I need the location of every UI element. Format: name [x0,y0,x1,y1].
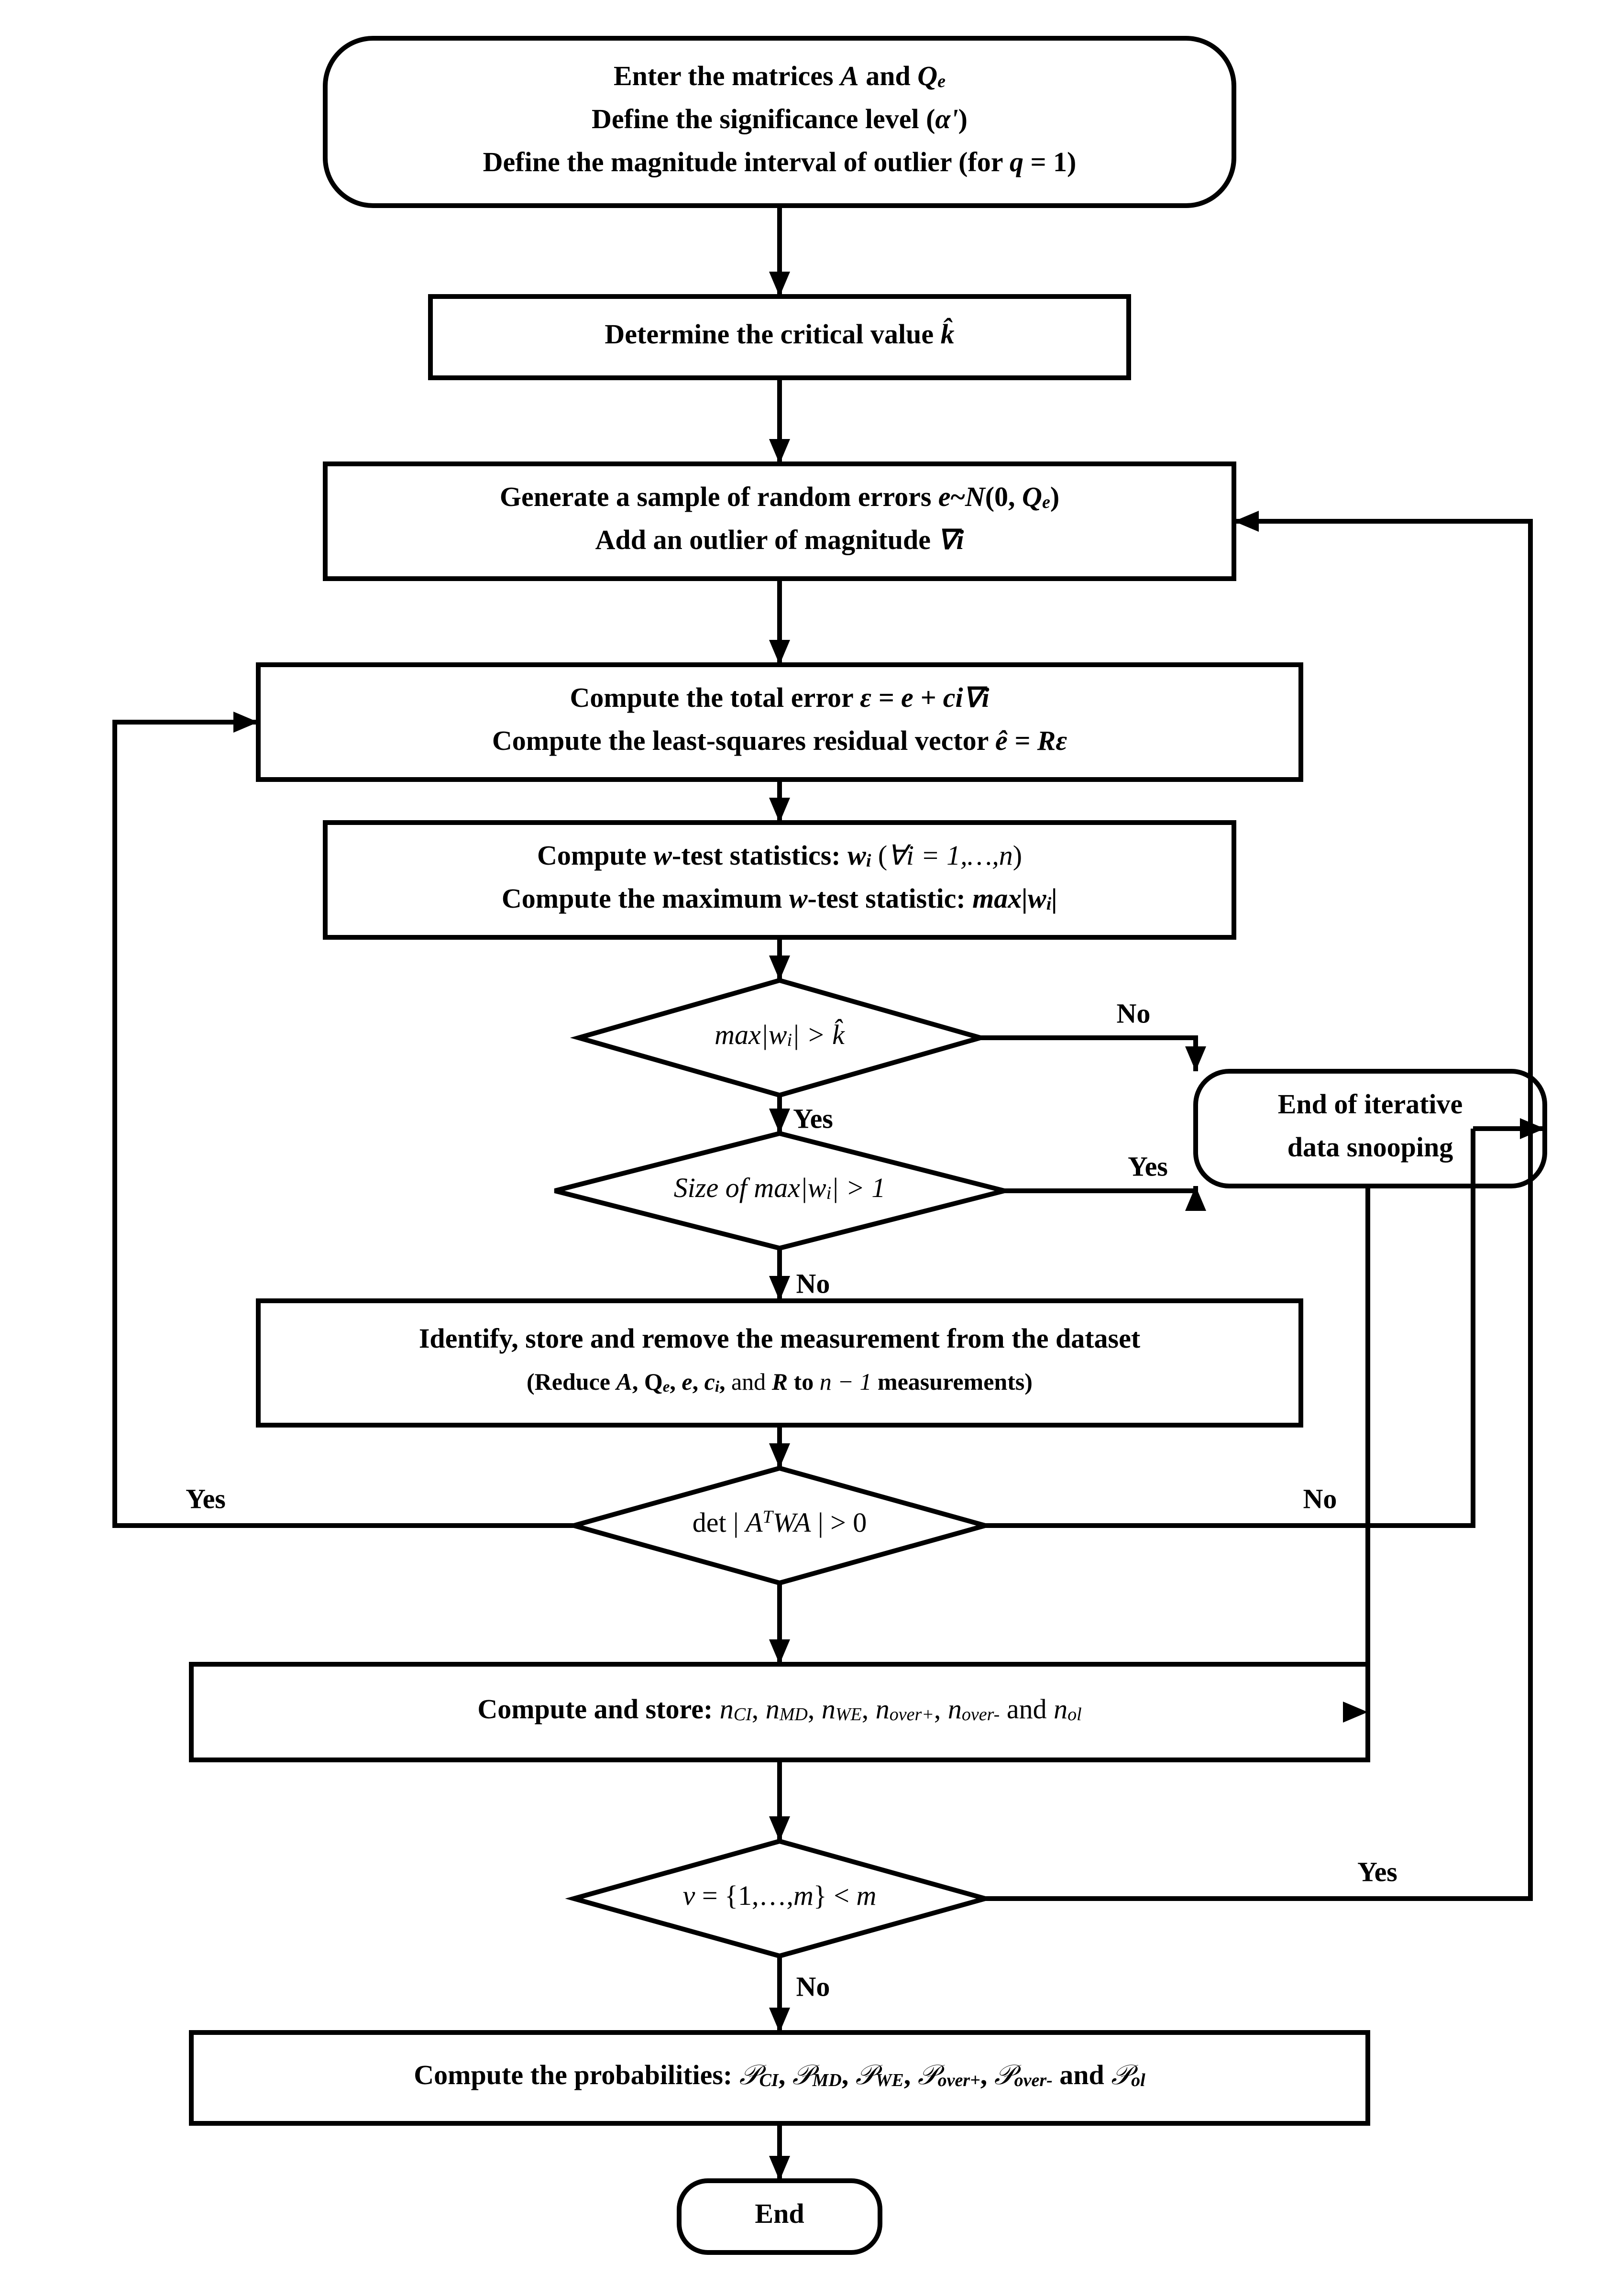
node-d_v: v = {1,…,m} < m [574,1841,985,1956]
node-wtest: Compute w-test statistics: wi (∀i = 1,…,… [325,823,1234,937]
node-d_size-line0: Size of max|wi| > 1 [674,1172,885,1203]
node-totalerr-line0: Compute the total error ε = e + ci∇i [570,682,989,713]
node-wtest-line0: Compute w-test statistics: wi (∀i = 1,…,… [537,840,1022,871]
node-compute_p: Compute the probabilities: 𝒫CI, 𝒫MD, 𝒫WE… [191,2032,1368,2123]
node-sample: Generate a sample of random errors e~N(0… [325,464,1234,579]
node-d_size: Size of max|wi| > 1 [555,1133,1004,1248]
node-wtest-line1: Compute the maximum w-test statistic: ma… [502,883,1057,914]
node-d_maxwk-line0: max|wi| > k̂ [715,1019,845,1050]
arrow-13 [1004,1186,1196,1191]
node-start-line2: Define the magnitude interval of outlier… [483,146,1077,177]
arrow-label-13: Yes [1128,1151,1168,1182]
node-end-line0: End [755,2198,804,2229]
node-critical-line0: Determine the critical value k̂ [605,319,954,350]
flowchart-svg: Enter the matrices A and Qe Define the si… [0,0,1606,2296]
node-end: End [679,2181,880,2252]
node-d_maxwk: max|wi| > k̂ [579,980,980,1095]
node-start-line1: Define the significance level (α') [592,103,968,134]
node-d_det-line0: det | ATWA | > 0 [693,1507,867,1538]
node-critical: Determine the critical value k̂ [430,297,1129,378]
node-totalerr-line1: Compute the least-squares residual vecto… [492,725,1067,756]
node-endsnoop-line0: End of iterative [1278,1088,1463,1120]
node-d_det: det | ATWA | > 0 [574,1468,985,1583]
arrow-label-15: Yes [186,1483,226,1514]
node-sample-line1: Add an outlier of magnitude ∇i [595,524,964,555]
arrow-label-18: Yes [1357,1856,1397,1887]
node-start-line0: Enter the matrices A and Qe [614,60,946,91]
arrow-label-12: No [1117,998,1151,1029]
arrow-label-6: No [796,1268,830,1299]
node-identify-line1: (Reduce A, Qe, e, ci, and R to n − 1 mea… [527,1368,1033,1395]
node-start: Enter the matrices A and Qe Define the si… [325,38,1234,206]
node-sample-line0: Generate a sample of random errors e~N(0… [500,481,1059,512]
node-identify: Identify, store and remove the measureme… [258,1301,1301,1425]
arrow-12 [980,1038,1196,1071]
node-totalerr: Compute the total error ε = e + ci∇i Comp… [258,665,1301,780]
node-compute_n: Compute and store: nCI, nMD, nWE, nover+… [191,1664,1368,1760]
arrow-label-5: Yes [793,1103,833,1134]
arrow-label-10: No [796,1971,830,2002]
node-d_v-line0: v = {1,…,m} < m [683,1880,877,1911]
node-identify-line0: Identify, store and remove the measureme… [419,1323,1141,1354]
arrow-label-16: No [1303,1483,1337,1514]
node-endsnoop-line1: data snooping [1287,1132,1453,1163]
